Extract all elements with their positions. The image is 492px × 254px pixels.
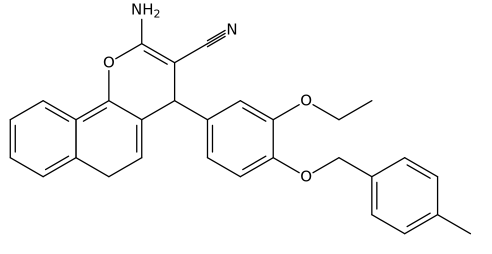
bond [436, 214, 472, 235]
bond [75, 157, 110, 178]
bond [239, 100, 274, 121]
bond [44, 155, 70, 171]
bond [242, 107, 267, 122]
atom-labels: NH2 O N O O [103, 0, 312, 185]
bond [173, 43, 209, 64]
bond [206, 157, 242, 178]
bond [206, 29, 226, 42]
atom-label: NH2 [131, 0, 161, 20]
bond [312, 104, 340, 121]
bond [206, 35, 226, 48]
atom-symbol: NH [131, 0, 154, 18]
bond [272, 157, 300, 174]
bond [239, 157, 274, 178]
bond [404, 214, 439, 235]
atom-label: O [300, 167, 312, 185]
bond [143, 50, 168, 65]
bond [206, 32, 226, 45]
atom-subscript: 2 [154, 7, 161, 20]
bond [173, 100, 209, 121]
bond [9, 100, 44, 121]
bond [42, 100, 77, 121]
bond [406, 212, 431, 228]
bond [9, 157, 44, 178]
bond [115, 43, 143, 60]
bond [44, 107, 70, 122]
atom-label: N [226, 20, 237, 38]
bond [338, 100, 373, 121]
atom-symbol: O [103, 53, 115, 71]
bond [108, 100, 143, 121]
bond [82, 107, 108, 122]
bond [404, 157, 439, 178]
bond [371, 214, 406, 235]
bond [272, 104, 300, 121]
bond [242, 155, 267, 171]
bond [141, 100, 176, 121]
bonds [9, 18, 472, 235]
atom-label: O [103, 53, 115, 71]
bond [75, 100, 110, 121]
bond [108, 157, 143, 178]
bond [371, 157, 406, 178]
bond [406, 164, 431, 179]
atom-symbol: O [300, 91, 312, 109]
atom-symbol: O [300, 167, 312, 185]
bond [312, 157, 340, 174]
bond [141, 43, 176, 64]
bond [206, 100, 242, 121]
atom-label: O [300, 91, 312, 109]
bond [338, 157, 373, 178]
atom-symbol: N [226, 20, 237, 38]
bond [42, 157, 77, 178]
